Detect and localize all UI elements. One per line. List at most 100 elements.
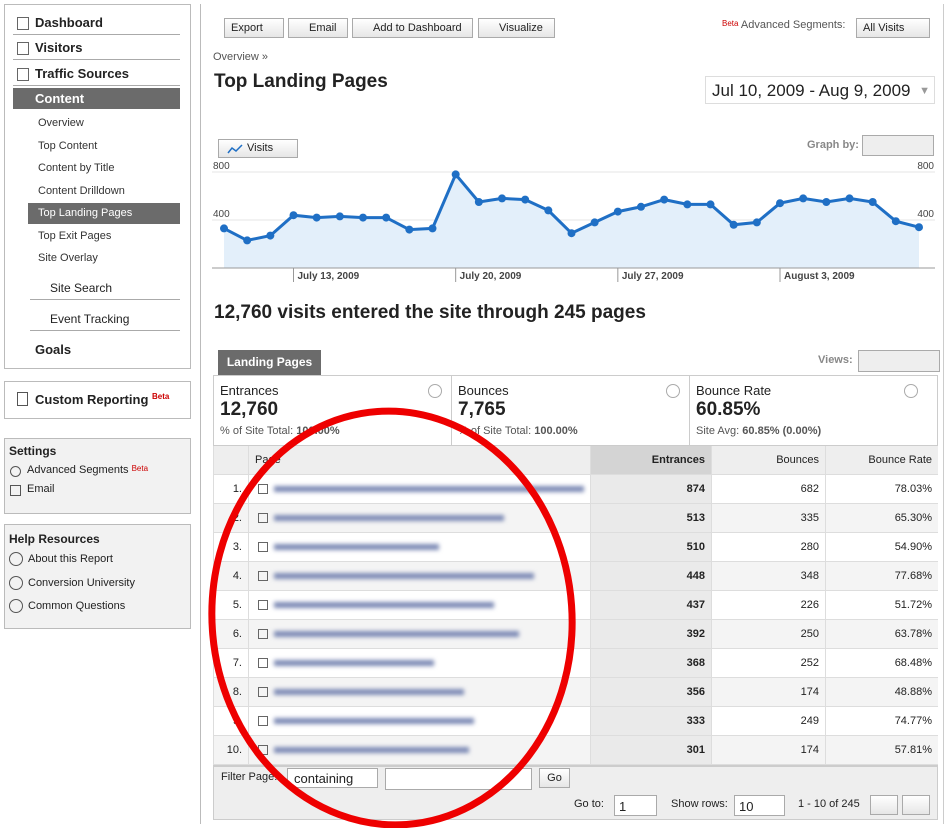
page-cell[interactable] bbox=[248, 649, 590, 678]
nav-subitem[interactable]: Top Content bbox=[38, 139, 98, 152]
page-cell[interactable] bbox=[248, 533, 590, 562]
page-cell[interactable] bbox=[248, 707, 590, 736]
bounce-rate-cell: 77.68% bbox=[825, 562, 938, 591]
nav-item[interactable]: Site Search bbox=[50, 281, 113, 295]
point bbox=[428, 224, 437, 233]
bounces-cell: 174 bbox=[711, 736, 825, 765]
scorecard-label: Entrances bbox=[220, 383, 279, 398]
x-tick-label: July 27, 2009 bbox=[622, 271, 684, 282]
toolbar-button[interactable]: Visualize bbox=[478, 18, 555, 38]
nav-subitem[interactable]: Content Drilldown bbox=[38, 184, 125, 197]
y-tick-label-right: 800 bbox=[917, 161, 934, 172]
scorecard-sub: % of Site Total: 100.00% bbox=[458, 425, 578, 437]
link-icon bbox=[258, 513, 268, 523]
nav-item[interactable]: Dashboard bbox=[35, 15, 103, 30]
toolbar-button[interactable]: Add to Dashboard bbox=[352, 18, 473, 38]
breadcrumb[interactable]: Overview » bbox=[213, 51, 269, 63]
custom-reporting-label[interactable]: Custom Reporting bbox=[35, 392, 149, 407]
row-number: 3. bbox=[213, 533, 248, 562]
scorecard-divider bbox=[689, 375, 690, 446]
entrances-cell: 448 bbox=[590, 562, 711, 591]
date-range[interactable]: Jul 10, 2009 - Aug 9, 2009 ▼ bbox=[705, 76, 935, 104]
graph-by-buttons[interactable] bbox=[862, 135, 934, 156]
next-button[interactable] bbox=[902, 795, 930, 815]
page-cell[interactable] bbox=[248, 475, 590, 504]
column-header-page[interactable]: Page bbox=[248, 446, 590, 475]
show-rows-label: Show rows: bbox=[671, 798, 728, 810]
nav-subitem[interactable]: Top Exit Pages bbox=[38, 229, 112, 242]
nav-subitem[interactable]: Top Landing Pages bbox=[28, 203, 180, 224]
bounces-cell: 280 bbox=[711, 533, 825, 562]
bounce-rate-cell: 48.88% bbox=[825, 678, 938, 707]
point bbox=[660, 195, 669, 204]
page-cell[interactable] bbox=[248, 591, 590, 620]
view-buttons[interactable] bbox=[858, 350, 940, 372]
help-link[interactable]: Common Questions bbox=[28, 600, 126, 612]
entrances-cell: 874 bbox=[590, 475, 711, 504]
nav-item[interactable]: Visitors bbox=[35, 40, 83, 55]
entrances-cell: 301 bbox=[590, 736, 711, 765]
link-icon bbox=[258, 687, 268, 697]
custom-reporting[interactable]: Custom Reporting Beta bbox=[35, 392, 169, 407]
scorecard-sub: Site Avg: 60.85% (0.00%) bbox=[696, 425, 821, 437]
point bbox=[706, 200, 715, 209]
nav-item[interactable]: Event Tracking bbox=[50, 312, 130, 326]
help-link[interactable]: About this Report bbox=[28, 553, 113, 565]
row-number: 6. bbox=[213, 620, 248, 649]
summary: 12,760 visits entered the site through 2… bbox=[214, 302, 646, 323]
metric-button[interactable]: Visits bbox=[218, 139, 298, 158]
help-icon bbox=[428, 384, 442, 398]
go-button[interactable]: Go bbox=[539, 768, 570, 788]
page-cell[interactable] bbox=[248, 620, 590, 649]
column-header-entrances[interactable]: Entrances bbox=[590, 446, 711, 475]
link-icon bbox=[258, 484, 268, 494]
toolbar-button[interactable]: Export bbox=[224, 18, 284, 38]
nav-subitem[interactable]: Site Overlay bbox=[38, 252, 98, 264]
bounces-cell: 682 bbox=[711, 475, 825, 504]
nav-subitem[interactable]: Content by Title bbox=[38, 162, 115, 174]
nav-item[interactable]: Goals bbox=[35, 342, 72, 357]
column-header-bounces[interactable]: Bounces bbox=[711, 446, 825, 475]
nav-item[interactable]: Traffic Sources bbox=[35, 66, 129, 81]
point bbox=[822, 198, 831, 206]
nav-icon bbox=[17, 17, 29, 30]
page-cell[interactable] bbox=[248, 678, 590, 707]
page-cell[interactable] bbox=[248, 504, 590, 533]
filter-input[interactable] bbox=[385, 768, 532, 790]
settings-item[interactable]: Advanced Segments Beta bbox=[27, 464, 149, 476]
segments-select[interactable]: All Visits bbox=[856, 18, 930, 38]
goto-input[interactable]: 1 bbox=[614, 795, 657, 816]
link-icon bbox=[258, 629, 268, 639]
page-cell[interactable] bbox=[248, 562, 590, 591]
point bbox=[382, 213, 391, 222]
date-range-text[interactable]: Jul 10, 2009 - Aug 9, 2009 bbox=[712, 81, 911, 100]
page-cell[interactable] bbox=[248, 736, 590, 765]
nav-item[interactable]: Content bbox=[13, 88, 180, 109]
entrances-cell: 368 bbox=[590, 649, 711, 678]
nav-subitem[interactable]: Overview bbox=[38, 117, 84, 129]
point bbox=[405, 225, 414, 234]
point bbox=[243, 236, 252, 245]
table-tab[interactable]: Landing Pages bbox=[218, 350, 321, 375]
custom-panel bbox=[4, 381, 191, 419]
x-tick-label: July 13, 2009 bbox=[298, 271, 360, 282]
filter-select[interactable]: containing bbox=[287, 768, 378, 788]
help-link[interactable]: Conversion University bbox=[28, 576, 135, 589]
link-icon bbox=[258, 716, 268, 726]
point bbox=[521, 195, 530, 204]
settings-item[interactable]: Email bbox=[27, 483, 55, 495]
prev-button[interactable] bbox=[870, 795, 898, 815]
sub-value: 60.85% (0.00%) bbox=[742, 425, 822, 437]
nav-separator bbox=[13, 85, 180, 86]
entrances-cell: 510 bbox=[590, 533, 711, 562]
column-header-rate[interactable]: Bounce Rate bbox=[825, 446, 938, 475]
point bbox=[312, 213, 321, 222]
link-icon bbox=[258, 542, 268, 552]
show-rows-select[interactable]: 10 bbox=[734, 795, 785, 816]
y-tick-label-right: 400 bbox=[917, 209, 934, 220]
scorecard-divider bbox=[451, 375, 452, 446]
scorecard-label: Bounce Rate bbox=[696, 383, 772, 398]
report-icon bbox=[17, 392, 28, 406]
toolbar-button[interactable]: Email bbox=[288, 18, 348, 38]
bounces-cell: 226 bbox=[711, 591, 825, 620]
